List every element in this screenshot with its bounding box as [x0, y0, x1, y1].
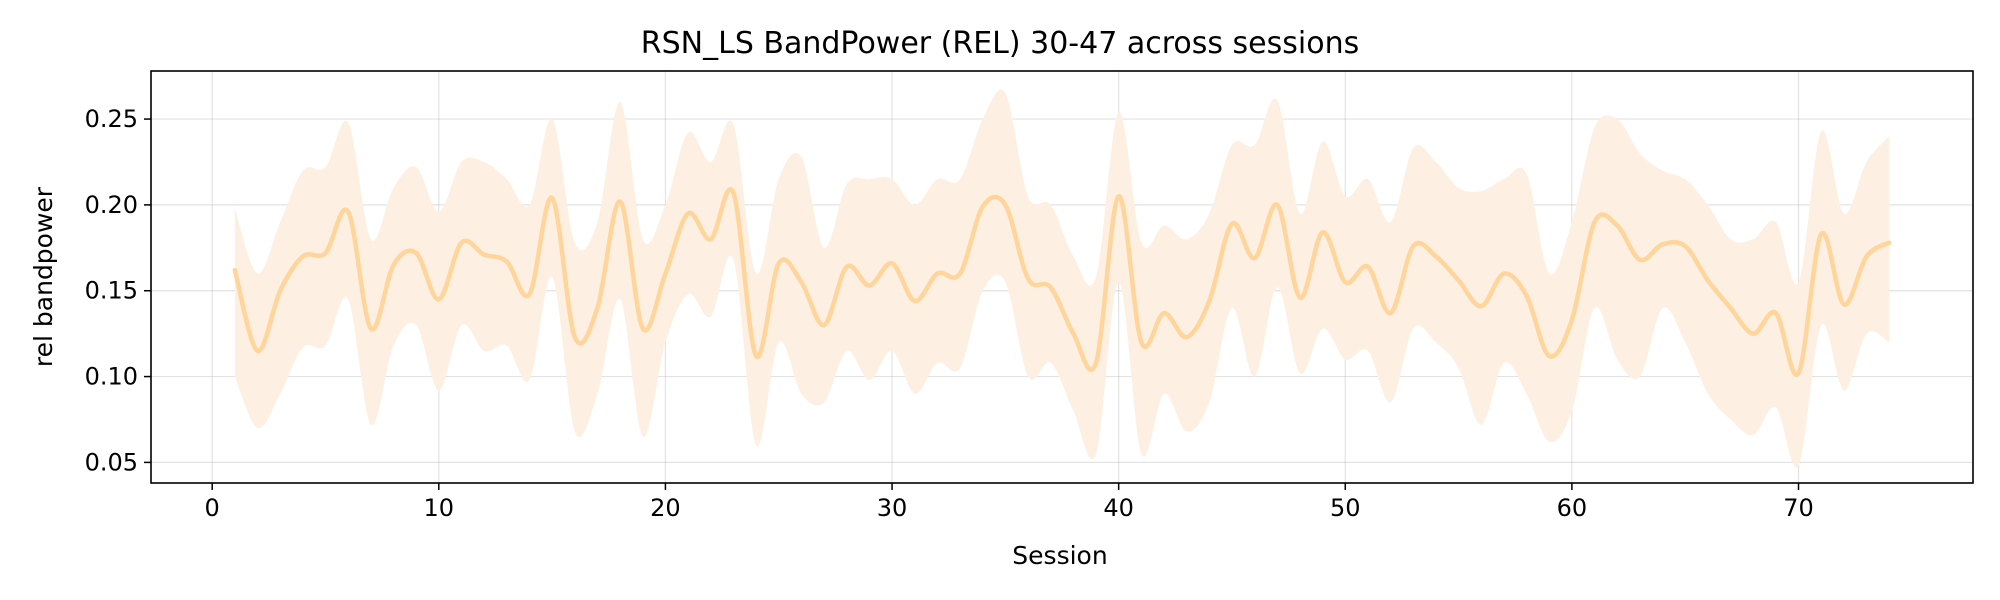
- confidence-band: [234, 89, 1890, 468]
- x-tick-label: 50: [1330, 494, 1361, 522]
- y-tick-label: 0.05: [85, 448, 138, 476]
- y-axis-label: rel bandpower: [29, 186, 58, 367]
- y-tick-label: 0.15: [85, 277, 138, 305]
- y-axis: 0.05 0.10 0.15 0.20 0.25: [85, 105, 151, 476]
- x-axis-label: Session: [1012, 541, 1107, 570]
- chart-title: RSN_LS BandPower (REL) 30-47 across sess…: [641, 26, 1359, 61]
- plot-area-frame: [150, 70, 1974, 484]
- x-tick-label: 10: [424, 494, 455, 522]
- x-tick-label: 30: [877, 494, 908, 522]
- x-tick-label: 0: [205, 494, 220, 522]
- x-tick-label: 60: [1557, 494, 1588, 522]
- x-tick-label: 40: [1103, 494, 1134, 522]
- series-line: [232, 187, 1892, 378]
- x-tick-label: 20: [650, 494, 681, 522]
- y-tick-label: 0.10: [85, 363, 138, 391]
- y-tick-label: 0.20: [85, 191, 138, 219]
- x-tick-label: 70: [1783, 494, 1814, 522]
- x-axis: 0 10 20 30 40 50 60 70: [205, 483, 1814, 522]
- y-tick-label: 0.25: [85, 105, 138, 133]
